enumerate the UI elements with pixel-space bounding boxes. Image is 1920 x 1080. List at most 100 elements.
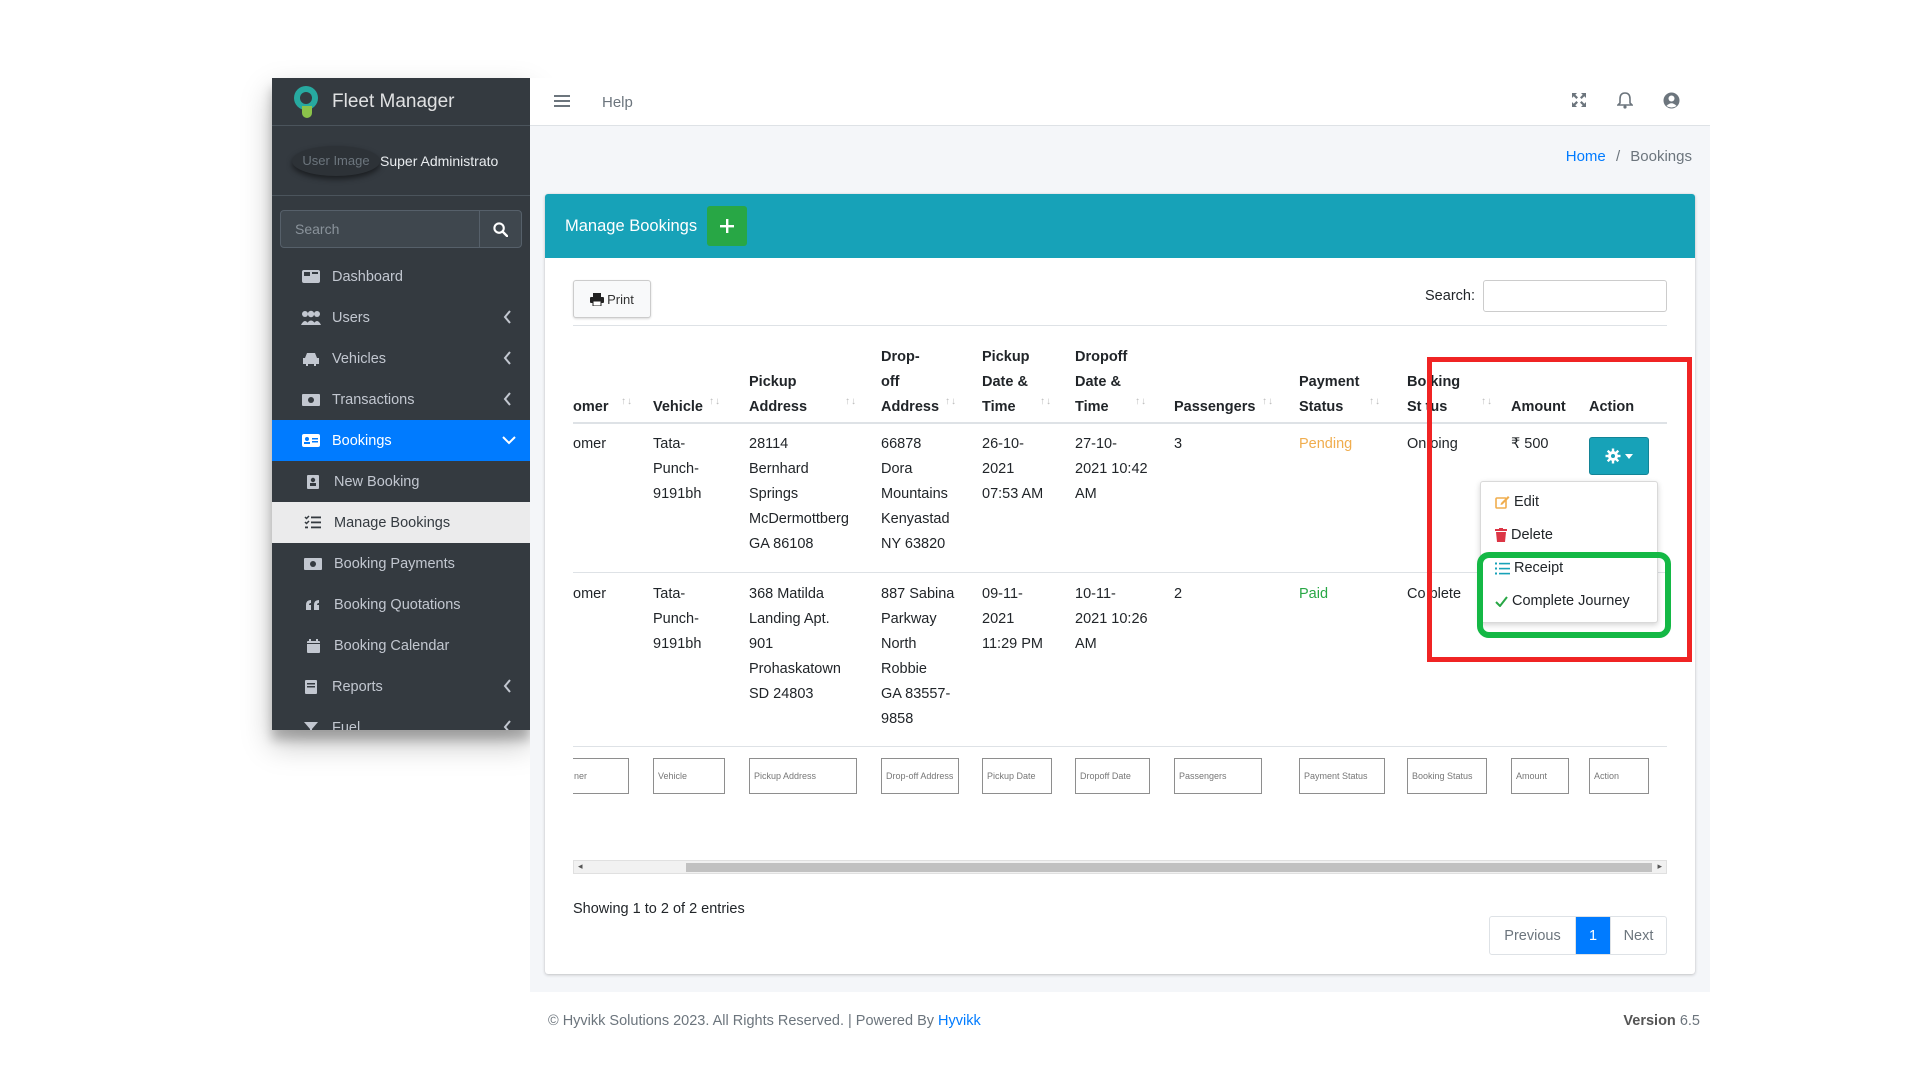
sidebar: Fleet Manager User Image Super Administr… [272,78,530,730]
highlight-box-red [1427,357,1692,662]
filter-vehicle[interactable]: Vehicle [653,758,725,794]
bell-icon[interactable] [1617,92,1633,109]
pagination-next[interactable]: Next [1610,917,1666,954]
scrollbar-thumb[interactable] [686,863,1652,872]
filter-dropoff-date[interactable]: Dropoff Date [1075,758,1150,794]
header-label: Pickup Date & Time [982,349,1030,415]
sidebar-item-booking-calendar[interactable]: Booking Calendar [272,625,530,666]
sidebar-search-input[interactable] [281,211,479,247]
filter-booking-status[interactable]: Booking Status [1407,758,1487,794]
filter-customer[interactable]: ner [573,758,629,794]
cell-passengers: 2 [1174,586,1183,602]
sidebar-item-label: Reports [332,678,383,695]
user-panel: User Image Super Administrato [272,126,530,196]
header-label: omer [573,399,609,415]
pagination-page[interactable]: 1 [1576,917,1610,954]
sidebar-item-label: Vehicles [332,350,387,367]
column-header-amount[interactable]: Amount [1511,336,1581,426]
table-info: Showing 1 to 2 of 2 entries [573,901,745,917]
pagination-previous[interactable]: Previous [1490,917,1576,954]
cell-booking-status: Co plete [1407,586,1462,602]
filter-action[interactable]: Action [1589,758,1649,794]
sidebar-item-label: Manage Bookings [334,514,451,531]
user-circle-icon[interactable] [1663,92,1680,109]
card-header: Manage Bookings [545,194,1695,258]
print-label: Print [607,291,634,307]
user-name[interactable]: Super Administrato [380,152,499,169]
user-avatar[interactable]: User Image [292,145,380,176]
calendar-icon [302,638,324,654]
address-card-icon [300,433,322,448]
filter-icon [300,720,322,730]
version-label: Version [1623,1013,1676,1029]
top-navbar: Help [530,78,1710,126]
chevron-left-icon [503,392,511,406]
chevron-left-icon [503,720,511,730]
sidebar-item-transactions[interactable]: Transactions [272,379,530,420]
list-check-icon [302,515,324,530]
edit-icon [1495,496,1510,509]
breadcrumb-home[interactable]: Home [1565,148,1606,165]
print-button[interactable]: Print [573,280,651,318]
cell-passengers: 3 [1174,436,1183,452]
bookings-table: omer ↑↓ Vehicle ↑↓ Pickup Address ↑↓ Drop- … [573,326,1667,892]
add-booking-button[interactable] [707,206,748,246]
sidebar-item-dashboard[interactable]: Dashboard [272,256,530,297]
table-search-input[interactable] [1483,280,1667,312]
dropdown-label: Receipt [1514,560,1564,576]
column-header-customer[interactable]: omer ↑↓ [573,336,633,426]
dropdown-label: Complete Journey [1512,593,1630,609]
filter-payment-status[interactable]: Payment Status [1299,758,1385,794]
sidebar-item-reports[interactable]: Reports [272,666,530,707]
dashboard-icon [300,269,322,284]
column-header-action: Action [1589,336,1659,426]
sidebar-item-booking-quotations[interactable]: Booking Quotations [272,584,530,625]
book-icon [300,679,322,695]
filter-passengers[interactable]: Passengers [1174,758,1262,794]
dropdown-delete[interactable]: Delete [1495,527,1553,543]
header-label: Passengers [1174,399,1256,415]
sidebar-item-fuel[interactable]: Fuel [272,707,530,730]
column-header-passengers[interactable]: Passengers ↑↓ [1174,336,1284,426]
cell-vehicle: Tata- Punch- 9191bh [653,436,702,502]
horizontal-scrollbar[interactable]: ◂ ▸ [573,860,1667,874]
sidebar-item-vehicles[interactable]: Vehicles [272,338,530,379]
dropdown-edit[interactable]: Edit [1495,494,1539,510]
check-icon [1495,595,1508,607]
sidebar-item-label: Bookings [332,432,392,449]
sidebar-item-new-booking[interactable]: New Booking [272,461,530,502]
sidebar-search [280,210,522,248]
cell-payment-status: Pending [1299,436,1353,452]
column-header-pickup-time[interactable]: Pickup Date & Time ↑↓ [982,336,1062,426]
row-action-button[interactable] [1589,437,1649,475]
brand-link[interactable]: Fleet Manager [272,78,530,126]
dropdown-receipt[interactable]: Receipt [1495,560,1563,576]
header-label: Action [1589,399,1635,415]
hamburger-menu-icon[interactable] [554,94,570,108]
help-link[interactable]: Help [602,94,633,111]
highlight-box-green [1477,552,1671,638]
sidebar-item-booking-payments[interactable]: Booking Payments [272,543,530,584]
column-header-payment-status[interactable]: Payment Status ↑↓ [1299,336,1389,426]
chevron-left-icon [503,351,511,365]
filter-pickup-date[interactable]: Pickup Date [982,758,1052,794]
scroll-left-arrow[interactable]: ◂ [578,861,583,871]
column-header-dropoff-time[interactable]: Dropoff Date & Time ↑↓ [1075,336,1160,426]
column-header-vehicle[interactable]: Vehicle ↑↓ [653,336,723,426]
filter-pickup-address[interactable]: Pickup Address [749,758,857,794]
sidebar-item-users[interactable]: Users [272,297,530,338]
footer-powered-link[interactable]: Hyvikk [938,1013,981,1029]
filter-amount[interactable]: Amount [1511,758,1569,794]
sidebar-item-bookings[interactable]: Bookings [272,420,530,461]
cell-pickup-time: 09-11- 2021 11:29 PM [982,586,1043,652]
scroll-right-arrow[interactable]: ▸ [1657,861,1662,871]
fullscreen-icon[interactable] [1571,92,1587,108]
filter-dropoff-address[interactable]: Drop-off Address [881,758,959,794]
column-header-dropoff-address[interactable]: Drop- off Address ↑↓ [881,336,971,426]
column-header-pickup-address[interactable]: Pickup Address ↑↓ [749,336,859,426]
dropdown-complete-journey[interactable]: Complete Journey [1495,593,1630,609]
content-wrapper: Home / Bookings Manage Bookings Print Se… [530,126,1710,992]
sidebar-item-manage-bookings[interactable]: Manage Bookings [272,502,530,543]
table-search-label: Search: [1425,288,1475,304]
sidebar-search-button[interactable] [479,211,521,247]
